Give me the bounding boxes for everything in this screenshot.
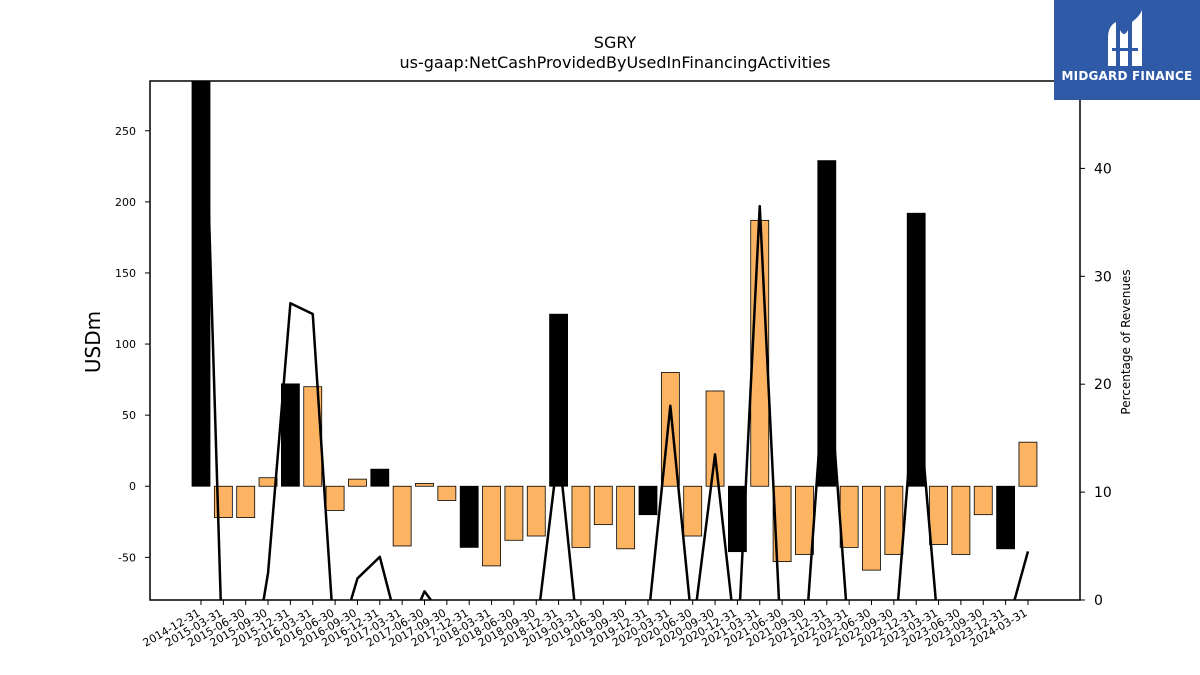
y-tick-label: 150 (115, 267, 136, 280)
y-tick-label: 50 (122, 409, 136, 422)
bar-quarterly (236, 485, 256, 518)
bar-quarterly (258, 477, 278, 487)
bar-quarterly (705, 390, 725, 487)
bar-quarterly (772, 485, 792, 563)
bar-annual (280, 383, 300, 487)
bar-quarterly (795, 485, 814, 555)
bar-quarterly (415, 482, 434, 487)
bar-annual (370, 468, 390, 487)
bar-quarterly (348, 478, 367, 487)
y2-tick-label: 20 (1094, 377, 1112, 393)
bar-quarterly (325, 485, 345, 511)
bar-quarterly (392, 485, 412, 547)
bar-quarterly (1018, 441, 1038, 487)
chart-subtitle: us-gaap:NetCashProvidedByUsedInFinancing… (399, 53, 830, 72)
bar-quarterly (437, 485, 457, 501)
bar-quarterly (951, 485, 971, 555)
bar-quarterly (526, 485, 546, 537)
plot-frame (149, 80, 1081, 601)
y-tick-label: -50 (118, 551, 136, 564)
bar-quarterly (504, 485, 524, 541)
bar-annual (996, 485, 1015, 550)
y2-tick-label: 30 (1094, 269, 1112, 285)
bar-quarterly (862, 485, 881, 571)
bar-quarterly (571, 485, 591, 548)
y-axis-label: USDm (81, 311, 105, 373)
y2-axis-label: Percentage of Revenues (1119, 269, 1133, 414)
bar-quarterly (973, 485, 993, 516)
bar-quarterly (683, 485, 703, 537)
bar-quarterly (929, 485, 948, 545)
midgard-m-icon (1108, 10, 1142, 66)
brand-logo: MIDGARD FINANCE (1054, 0, 1200, 100)
y2-tick-label: 10 (1094, 485, 1112, 501)
bar-quarterly (593, 485, 613, 526)
brand-name: MIDGARD FINANCE (1061, 69, 1193, 83)
y-tick-label: 100 (115, 338, 136, 351)
bar-quarterly (839, 485, 859, 548)
bar-annual (638, 485, 658, 516)
y-tick-label: 250 (115, 125, 136, 138)
bar-annual (728, 485, 747, 553)
y-tick-label: 0 (129, 480, 136, 493)
bar-annual (459, 485, 479, 548)
bar-quarterly (616, 485, 636, 550)
revenue-percentage-line (203, 81, 1030, 600)
chart-title: SGRY (594, 33, 637, 52)
y-tick-label: 200 (115, 196, 136, 209)
y2-tick-label: 0 (1094, 593, 1103, 609)
bar-quarterly (884, 485, 904, 555)
bar-quarterly (482, 485, 501, 567)
bar-annual (549, 313, 568, 487)
y2-tick-label: 40 (1094, 161, 1112, 177)
